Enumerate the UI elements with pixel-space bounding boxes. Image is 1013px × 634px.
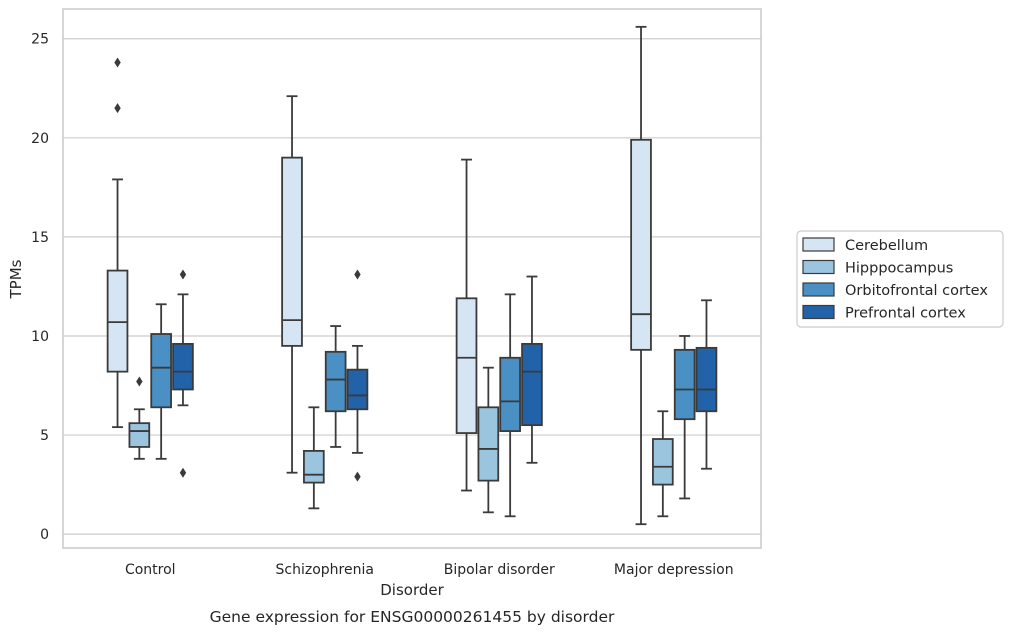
box-2-2: [499, 293, 521, 518]
box-iqr: [477, 406, 500, 482]
outlier-point: [114, 57, 121, 68]
y-tick-label: 15: [31, 230, 49, 246]
box-3-1: [652, 410, 674, 518]
box-0-2: [150, 303, 172, 460]
outlier-point: [354, 471, 361, 482]
box-iqr: [128, 422, 151, 448]
box-iqr: [150, 333, 172, 409]
x-tick-label: Control: [125, 562, 176, 578]
box-iqr: [281, 156, 303, 347]
box-iqr: [346, 368, 369, 411]
legend-swatch: [802, 304, 835, 320]
y-tick-label: 5: [40, 428, 49, 444]
grid-lines: [63, 38, 761, 535]
y-tick-label: 25: [31, 32, 49, 48]
box-iqr: [324, 350, 347, 413]
box-2-3: [521, 275, 543, 464]
box-0-0: [106, 57, 129, 429]
outlier-point: [179, 269, 187, 280]
box-iqr: [499, 356, 521, 432]
box-1-2: [324, 325, 347, 448]
legend-label: Cerebellum: [845, 238, 928, 254]
box-2-1: [477, 366, 500, 514]
legend-label: Prefrontal cortex: [845, 306, 966, 322]
y-axis-label: TPMs: [7, 259, 25, 299]
box-iqr: [172, 342, 194, 391]
legend-frame: [796, 230, 1004, 328]
box-iqr: [652, 438, 674, 486]
x-tick-label: Major depression: [614, 562, 734, 578]
y-tick-label: 0: [40, 527, 49, 543]
outlier-point: [114, 103, 121, 114]
y-tick-label: 10: [31, 329, 49, 345]
box-1-3: [346, 269, 369, 482]
box-3-3: [695, 299, 718, 470]
outlier-point: [354, 269, 361, 280]
box-iqr: [630, 138, 652, 351]
y-tick-labels: 0 5 10 15 20 25: [31, 32, 49, 543]
outlier-point: [179, 467, 187, 478]
box-iqr: [106, 269, 129, 373]
box-3-2: [673, 335, 696, 500]
legend-label: Orbitofrontal cortex: [845, 283, 988, 299]
box-iqr: [673, 348, 696, 421]
x-tick-label: Schizophrenia: [276, 562, 374, 578]
box-0-1: [128, 376, 151, 460]
legend-label: Hipppocampus: [845, 261, 953, 277]
box-3-0: [630, 25, 652, 526]
box-0-3: [172, 269, 194, 478]
plot-area-frame: [62, 8, 762, 549]
box-iqr: [695, 346, 718, 413]
legend-swatch: [802, 259, 835, 275]
box-iqr: [303, 450, 325, 484]
x-tick-labels: Control Schizophrenia Bipolar disorder Majo…: [125, 562, 734, 578]
legend: Cerebellum Hipppocampus Orbitofrontal cort…: [796, 230, 1004, 328]
outlier-point: [136, 376, 143, 387]
box-plot-series: [106, 25, 718, 526]
y-tick-label: 20: [31, 131, 49, 147]
chart-caption: Gene expression for ENSG00000261455 by d…: [210, 608, 615, 626]
box-1-0: [281, 95, 303, 474]
legend-swatch: [802, 282, 835, 297]
x-axis-label: Disorder: [380, 581, 444, 599]
box-1-1: [303, 406, 325, 510]
x-tick-label: Bipolar disorder: [444, 562, 555, 578]
box-iqr: [521, 342, 543, 427]
legend-swatch: [802, 237, 835, 252]
box-2-0: [455, 158, 478, 492]
box-iqr: [455, 297, 478, 434]
